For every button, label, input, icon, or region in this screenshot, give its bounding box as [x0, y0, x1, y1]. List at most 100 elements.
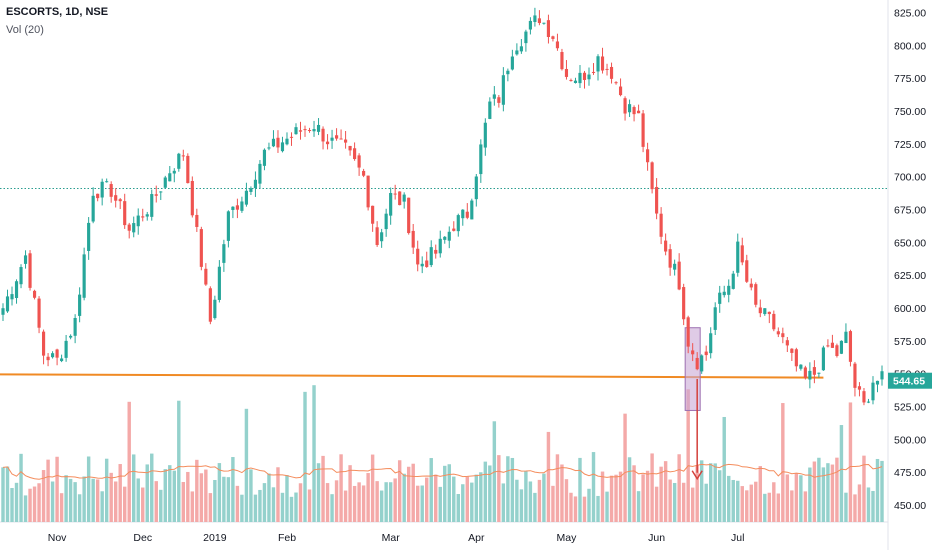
- volume-bar: [650, 453, 654, 522]
- candle-body: [781, 333, 785, 338]
- candle-body: [267, 147, 271, 149]
- candle-body: [510, 56, 514, 70]
- volume-bar: [573, 496, 578, 522]
- volume-bar: [600, 471, 605, 522]
- time-tick-label: Feb: [278, 532, 296, 544]
- candle-body: [14, 281, 19, 299]
- volume-bar: [636, 491, 641, 522]
- volume-bar: [731, 479, 735, 522]
- candle-body: [389, 192, 393, 216]
- volume-bar: [718, 470, 722, 522]
- candle-body: [87, 222, 91, 251]
- candle-body: [839, 340, 844, 354]
- candle-body: [253, 179, 258, 189]
- volume-bar: [366, 473, 370, 522]
- volume-bar: [330, 494, 334, 522]
- candle-body: [321, 128, 325, 142]
- candle-body: [159, 191, 163, 193]
- candle-body: [754, 284, 758, 305]
- candle-body: [749, 283, 753, 288]
- volume-bar: [425, 477, 429, 522]
- candle-body: [470, 200, 474, 220]
- candle-body: [330, 137, 334, 141]
- volume-bar: [695, 465, 699, 522]
- volume-bar: [235, 485, 240, 522]
- volume-bar: [375, 481, 379, 522]
- candle-body: [55, 349, 59, 358]
- candle-body: [542, 22, 546, 24]
- candle-body: [821, 347, 825, 371]
- price-tick-label: 525.00: [894, 402, 926, 414]
- candle-body: [222, 244, 226, 263]
- volume-bar: [736, 480, 740, 522]
- volume-bar: [474, 474, 479, 522]
- candle-body: [655, 186, 659, 214]
- candle-body: [533, 15, 537, 22]
- volume-bar: [772, 482, 776, 522]
- candle-body: [5, 296, 10, 312]
- candle-body: [244, 190, 248, 205]
- volume-bar: [781, 403, 785, 522]
- candle-body: [362, 170, 366, 176]
- volume-bar: [285, 475, 289, 522]
- volume-bar: [844, 492, 848, 522]
- volume-bar: [294, 492, 298, 522]
- time-tick-label: Jun: [648, 532, 665, 544]
- volume-bar: [817, 457, 821, 522]
- candle-body: [880, 371, 884, 380]
- candle-body: [100, 181, 104, 198]
- candle-body: [60, 358, 64, 362]
- candle-body: [190, 180, 194, 216]
- candle-body: [853, 363, 857, 388]
- volume-bar: [109, 472, 113, 522]
- volume-bar: [240, 494, 244, 522]
- volume-bar: [32, 486, 37, 522]
- volume-bar: [312, 385, 316, 522]
- volume-bar: [690, 487, 695, 522]
- volume-bar: [853, 494, 857, 522]
- last-price-tag: [888, 372, 932, 389]
- candle-body: [794, 349, 798, 367]
- candle-body: [704, 351, 708, 356]
- candle-body: [573, 80, 578, 83]
- volume-bar: [659, 466, 663, 522]
- candle-body: [28, 253, 32, 288]
- volume-bar: [384, 482, 388, 522]
- candle-body: [668, 249, 672, 268]
- volume-bar: [195, 459, 199, 522]
- candle-body: [82, 254, 86, 298]
- volume-bar: [510, 457, 515, 522]
- candle-body: [240, 201, 244, 211]
- volume-bar: [812, 461, 817, 522]
- volume-bar: [334, 480, 339, 522]
- candle-body: [19, 267, 23, 285]
- price-tick-label: 625.00: [894, 270, 926, 282]
- candle-body: [186, 155, 190, 184]
- candle-body: [488, 101, 492, 119]
- volume-bar: [506, 456, 510, 522]
- volume-bar: [397, 460, 402, 522]
- volume-bar: [298, 483, 303, 522]
- volume-bar: [118, 464, 122, 522]
- volume-bar: [370, 454, 375, 522]
- volume-bar: [686, 389, 690, 522]
- candle-body: [591, 71, 596, 73]
- volume-bar: [91, 478, 95, 522]
- candle-body: [835, 345, 839, 356]
- volume-bar: [122, 486, 127, 522]
- volume-bar: [59, 493, 64, 522]
- volume-bar: [799, 475, 803, 522]
- candle-body: [560, 52, 564, 70]
- volume-bar: [41, 470, 46, 522]
- time-tick-label: Nov: [48, 532, 67, 544]
- volume-bar: [754, 481, 758, 522]
- candle-body: [528, 20, 532, 30]
- volume-bar: [127, 401, 131, 522]
- candle-body: [587, 74, 591, 80]
- volume-bar: [704, 483, 708, 522]
- candle-body: [483, 122, 487, 148]
- candle-body: [1, 308, 5, 315]
- volume-bar: [77, 494, 82, 522]
- volume-bar: [186, 471, 190, 522]
